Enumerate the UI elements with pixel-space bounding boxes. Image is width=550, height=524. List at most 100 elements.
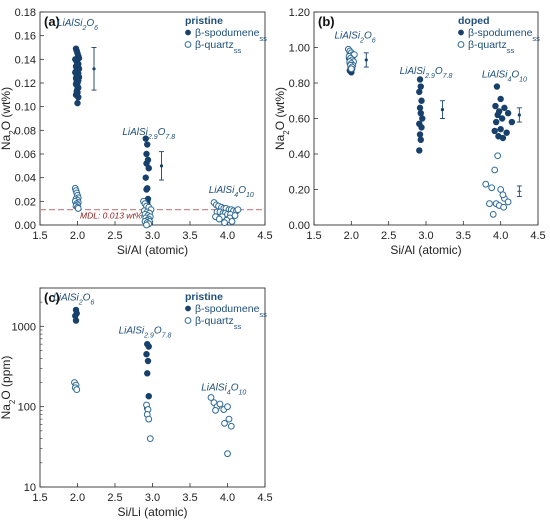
spodumene-point <box>143 150 150 158</box>
error-center <box>440 108 445 112</box>
x-axis-label: Si/Al (atomic) <box>117 243 188 257</box>
composition-label: LiAlSi2.9O7.8 <box>400 66 453 80</box>
spodumene-point <box>497 125 504 133</box>
error-center <box>364 58 368 62</box>
spodumene-point <box>493 83 501 90</box>
quartz-point <box>221 419 228 427</box>
x-axis-label: Si/Li (atomic) <box>117 505 187 519</box>
spodumene-point <box>142 135 149 142</box>
spodumene-point <box>503 129 510 136</box>
legend-entry: β-spodumeness <box>195 303 267 319</box>
x-tick-label: 1.5 <box>32 230 47 242</box>
y-tick-label: 0.16 <box>15 31 36 43</box>
panel-label: (b) <box>318 14 335 29</box>
spodumene-point <box>416 88 423 96</box>
spodumene-point <box>144 357 152 365</box>
x-tick-label: 3.5 <box>456 230 471 242</box>
legend-marker-filled <box>185 305 191 312</box>
y-tick-label: 0.18 <box>15 7 36 19</box>
quartz-point <box>499 191 507 199</box>
quartz-point <box>234 206 242 214</box>
y-tick-label: 0.00 <box>15 220 36 232</box>
quartz-point <box>504 198 512 206</box>
quartz-point <box>73 386 81 394</box>
mdl-label: MDL: 0.013 wt% <box>80 211 143 221</box>
y-tick-label: 0.08 <box>15 125 36 137</box>
x-axis-label: Si/Al (atomic) <box>390 243 461 257</box>
spodumene-point <box>419 115 426 122</box>
legend-entry: β-quartzss <box>195 39 241 55</box>
composition-label: LiAlSi2O6 <box>57 18 98 32</box>
legend-marker-filled <box>185 29 191 36</box>
quartz-point <box>212 406 219 414</box>
y-tick-label: 0.00 <box>289 220 310 232</box>
x-tick-label: 4.5 <box>257 230 272 242</box>
quartz-point <box>494 152 502 160</box>
spodumene-point <box>417 83 424 90</box>
spodumene-point <box>145 343 152 350</box>
legend-marker-open <box>184 317 192 324</box>
spodumene-point <box>74 99 81 107</box>
spodumene-point <box>72 317 80 324</box>
quartz-point <box>488 184 496 192</box>
composition-label: LiAlSi4O10 <box>209 185 254 199</box>
spodumene-point <box>143 350 150 358</box>
y-tick-label: 1000 <box>12 321 36 333</box>
y-tick-label: 0.20 <box>289 185 310 197</box>
x-tick-label: 4.0 <box>220 492 235 504</box>
spodumene-point <box>492 118 500 126</box>
legend-title: doped <box>458 15 490 27</box>
spodumene-point <box>416 147 423 154</box>
y-tick-label: 0.06 <box>15 149 36 161</box>
spodumene-point <box>498 115 506 122</box>
y-tick-label: 0.02 <box>15 196 36 208</box>
quartz-point <box>145 415 153 423</box>
quartz-point <box>491 166 499 174</box>
legend-entry: β-quartzss <box>195 315 241 331</box>
quartz-point <box>74 205 82 212</box>
legend-entry: β-spodumeness <box>195 27 267 43</box>
spodumene-point <box>416 104 424 112</box>
x-tick-label: 3.0 <box>418 230 433 242</box>
x-tick-label: 3.0 <box>145 230 160 242</box>
quartz-point <box>500 203 508 211</box>
x-tick-label: 3.5 <box>182 230 197 242</box>
quartz-point <box>486 200 493 208</box>
y-tick-label: 1.00 <box>289 43 310 55</box>
error-center <box>159 164 164 168</box>
panel-b: 1.5 2.0 2.5 3.0 3.5 4.0 4.5 0.00 0.20 0.40 0.60 0.8… <box>273 7 546 257</box>
quartz-point <box>347 65 355 73</box>
y-tick-label: 0.40 <box>289 149 310 161</box>
y-axis-label: Na2O (ppm) <box>0 356 17 420</box>
quartz-point <box>207 394 215 401</box>
y-tick-label: 1.20 <box>289 7 310 19</box>
x-tick-label: 2.0 <box>70 230 85 242</box>
quartz-point <box>228 218 236 225</box>
error-center <box>92 67 96 71</box>
x-tick-label: 4.0 <box>220 230 235 242</box>
legend-title: pristine <box>185 15 223 27</box>
composition-label: LiAlSi4O10 <box>482 70 527 84</box>
spodumene-point <box>492 102 499 110</box>
spodumene-point <box>144 370 151 377</box>
legend-entry: β-spodumeness <box>468 27 540 43</box>
y-axis-label: Na2O (wt%) <box>273 87 291 150</box>
x-tick-label: 2.5 <box>107 230 122 242</box>
spodumene-point <box>142 174 149 181</box>
spodumene-point <box>494 111 501 119</box>
spodumene-point <box>144 141 151 148</box>
spodumene-point <box>416 76 424 83</box>
spodumene-point <box>508 118 516 126</box>
y-tick-label: 10 <box>24 482 36 494</box>
y-tick-label: 0.14 <box>15 54 36 66</box>
panel-label: (a) <box>44 14 60 29</box>
x-tick-label: 2.0 <box>70 492 85 504</box>
spodumene-point <box>75 93 82 101</box>
y-tick-label: 0.10 <box>15 102 36 114</box>
x-tick-label: 4.0 <box>493 230 508 242</box>
error-center <box>517 113 521 117</box>
legend-entry: β-quartzss <box>468 39 514 55</box>
x-tick-label: 3.5 <box>182 492 197 504</box>
spodumene-point <box>491 127 498 135</box>
quartz-point <box>224 450 231 458</box>
